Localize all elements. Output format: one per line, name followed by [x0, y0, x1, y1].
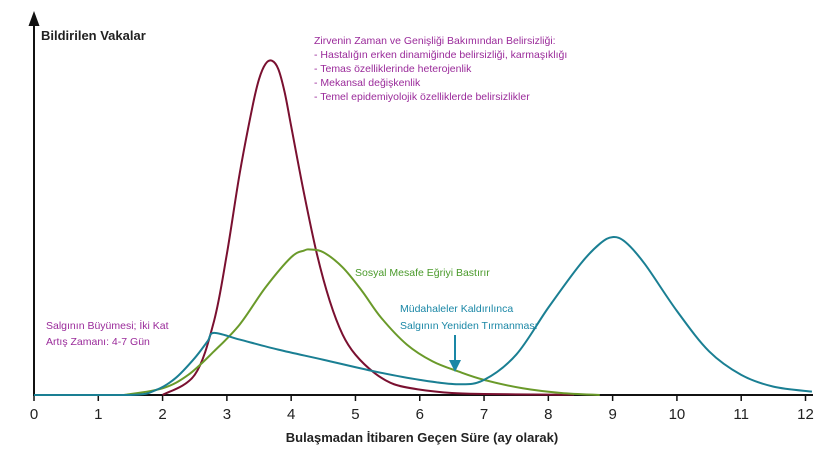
series-line-3 [33, 236, 813, 397]
peak-annotation-item: - Mekansal değişkenlik [314, 77, 421, 89]
x-tick-label: 10 [669, 406, 686, 423]
x-tick-label: 5 [351, 406, 359, 423]
x-tick-label: 6 [416, 406, 424, 423]
y-axis-arrow-icon [28, 11, 40, 26]
rebound-annotation-line: Müdahaleler Kaldırılınca [400, 303, 513, 315]
rebound-annotation-line: Salgının Yeniden Tırmanması [400, 320, 538, 332]
x-tick-label: 1 [94, 406, 102, 423]
peak-annotation-item: - Temel epidemiyolojik özelliklerde beli… [314, 91, 530, 103]
x-tick-label: 0 [30, 406, 38, 423]
x-tick-label: 9 [608, 406, 616, 423]
series-line-2 [123, 248, 600, 396]
rebound-annotation: Müdahaleler Kaldırılınca Salgının Yenide… [400, 303, 538, 332]
x-ticks: 0 1 2 3 4 5 6 7 8 9 10 11 12 [30, 395, 814, 423]
x-tick-label: 3 [223, 406, 231, 423]
growth-annotation-line: Artış Zamanı: 4-7 Gün [46, 336, 150, 348]
y-axis-title: Bildirilen Vakalar [41, 28, 146, 43]
x-tick-label: 8 [544, 406, 552, 423]
peak-uncertainty-annotation: Zirvenin Zaman ve Genişliği Bakımından B… [314, 35, 567, 103]
peak-annotation-title: Zirvenin Zaman ve Genişliği Bakımından B… [314, 35, 556, 47]
x-axis-title: Bulaşmadan İtibaren Geçen Süre (ay olara… [286, 430, 558, 445]
series [33, 59, 813, 397]
flatten-annotation: Sosyal Mesafe Eğriyi Bastırır [355, 267, 490, 279]
peak-annotation-item: - Temas özelliklerinde heterojenlik [314, 63, 472, 75]
x-tick-label: 4 [287, 406, 295, 423]
x-tick-label: 11 [733, 406, 749, 423]
growth-annotation: Salgının Büyümesi; İki Kat Artış Zamanı:… [46, 319, 169, 348]
rebound-arrow-icon [449, 360, 461, 372]
series-line-1 [162, 59, 575, 396]
x-tick-label: 12 [797, 406, 814, 423]
growth-annotation-line: Salgının Büyümesi; İki Kat [46, 319, 169, 332]
x-tick-label: 2 [158, 406, 166, 423]
x-tick-label: 7 [480, 406, 488, 423]
peak-annotation-item: - Hastalığın erken dinamiğinde belirsizl… [314, 49, 567, 61]
